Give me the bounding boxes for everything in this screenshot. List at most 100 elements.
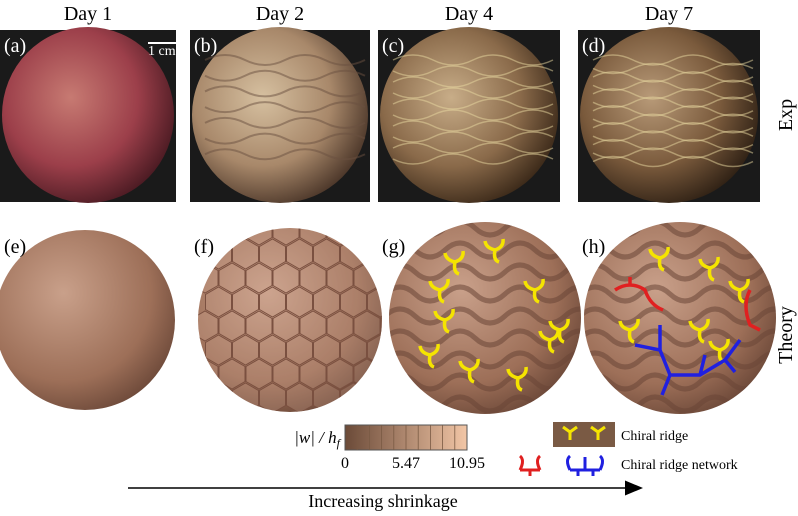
arrow-label: Increasing shrinkage	[308, 491, 457, 511]
wrinkle	[584, 262, 776, 282]
day-label: Day 2	[256, 3, 304, 25]
wrinkle	[204, 101, 366, 114]
model-sphere	[0, 230, 175, 410]
scale-bar-label: 1 cm	[148, 44, 176, 59]
panel-label: (d)	[582, 35, 605, 57]
wrinkle	[592, 155, 754, 168]
hex-cell	[218, 262, 246, 294]
fruit	[580, 27, 758, 203]
wrinkle	[389, 306, 581, 326]
hex-cell	[313, 238, 340, 270]
wrinkle	[392, 54, 554, 66]
hex-cell	[259, 382, 286, 412]
ridge	[418, 343, 440, 369]
panel-label: (h)	[582, 236, 605, 258]
hex-cell	[340, 334, 367, 366]
wrinkle	[392, 76, 554, 88]
wrinkle	[392, 109, 554, 121]
wrinkle	[392, 142, 554, 154]
hex-cell	[245, 358, 273, 390]
hex-cell	[340, 286, 367, 318]
hex-cell	[259, 334, 286, 366]
wrinkle	[204, 116, 366, 129]
ridge	[428, 278, 450, 304]
day-label: Day 7	[645, 3, 693, 25]
hex-cell	[353, 228, 381, 246]
hex-cell	[218, 228, 246, 246]
row-label: Exp	[775, 99, 797, 131]
wrinkle	[392, 120, 554, 132]
model-row: (e) (f) (g) (h)	[0, 222, 776, 414]
hex-cell	[272, 310, 300, 342]
panel-label: (b)	[194, 35, 217, 57]
ridge	[548, 318, 570, 344]
day-label: Day 1	[64, 3, 112, 25]
hex-cell	[245, 310, 273, 342]
hex-cell	[245, 262, 273, 294]
hex-cell	[272, 228, 300, 246]
legend-ridge	[562, 425, 606, 440]
colorbar-tick: 10.95	[449, 455, 485, 472]
ridge-network	[634, 325, 742, 396]
hex-cell	[286, 286, 313, 318]
hex-cell	[232, 286, 259, 318]
wrinkle-pattern	[584, 222, 776, 414]
panel-label: (c)	[382, 35, 404, 57]
hex-cell	[326, 310, 354, 342]
hex-cell	[367, 382, 382, 412]
photo-row: (a) (b) (c) (d)	[0, 27, 760, 203]
legend-ridge-network	[566, 454, 604, 476]
panel-label: (f)	[194, 236, 214, 258]
hex-cell	[380, 310, 382, 342]
hex-cell	[286, 238, 313, 270]
hex-cell	[205, 334, 232, 366]
ridge	[618, 318, 640, 344]
ridge	[688, 318, 710, 344]
ridge	[728, 278, 750, 304]
ridge	[433, 308, 455, 334]
day-label: Day 4	[445, 3, 493, 25]
row-label: Theory	[775, 306, 797, 364]
legend-label: Chiral ridge network	[621, 458, 738, 473]
hex-cell	[299, 262, 327, 294]
hex-cell	[205, 286, 232, 318]
colorbar-ticks: 0 5.47 10.95	[341, 425, 485, 472]
hex-cell	[326, 262, 354, 294]
ridge	[458, 358, 480, 384]
hex-cell	[299, 358, 327, 390]
wrinkle	[204, 69, 366, 82]
wrinkle	[392, 98, 554, 110]
fruit	[192, 27, 368, 203]
ridge	[648, 246, 670, 272]
legend-ridge-network	[518, 454, 542, 476]
hex-cell	[313, 334, 340, 366]
fruit	[2, 27, 174, 203]
hex-cell	[286, 334, 313, 366]
colorbar-tick: 5.47	[392, 455, 420, 472]
wrinkle	[389, 262, 581, 282]
legend-swatch	[553, 422, 615, 447]
hex-cell	[326, 358, 354, 390]
wrinkle	[392, 153, 554, 165]
wrinkle	[584, 306, 776, 326]
hex-cell	[272, 358, 300, 390]
panel-label: (e)	[4, 236, 26, 258]
wrinkle	[204, 85, 366, 98]
hex-cell	[353, 310, 381, 342]
colorbar-label: |w| / hf	[294, 428, 341, 450]
hex-cell	[232, 334, 259, 366]
hex-cell	[259, 286, 286, 318]
wrinkle	[204, 54, 366, 66]
wrinkle	[392, 87, 554, 99]
ridge	[698, 256, 720, 282]
ridge-network	[614, 277, 761, 332]
hex-cell	[299, 310, 327, 342]
hex-cell	[286, 382, 313, 412]
legend-label: Chiral ridge	[621, 429, 688, 444]
fruit	[380, 27, 558, 203]
ridge	[443, 250, 465, 276]
panel-label: (a)	[4, 35, 26, 57]
wrinkle	[584, 284, 776, 304]
wrinkle	[389, 284, 581, 304]
